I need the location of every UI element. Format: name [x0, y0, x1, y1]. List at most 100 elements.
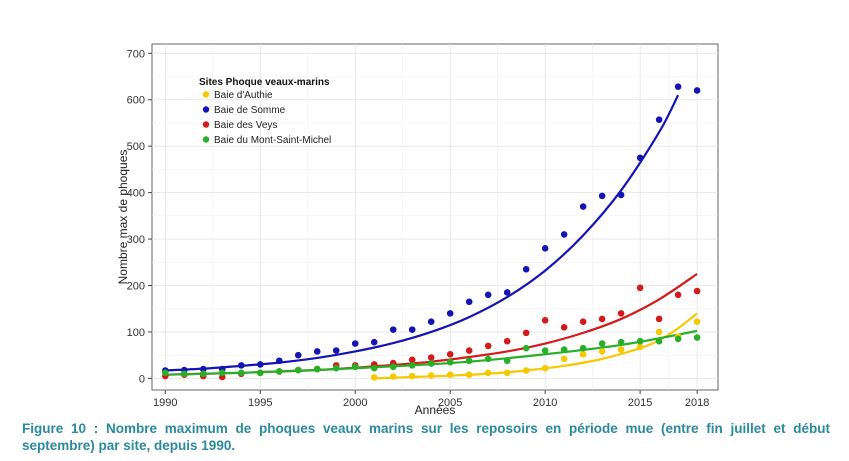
point-baie-d-authie [655, 328, 663, 336]
point-baie-des-veys [693, 287, 701, 295]
legend-swatch-baie-d-authie [202, 91, 210, 98]
point-baie-du-mont-saint-michel [579, 344, 587, 352]
point-baie-des-veys [579, 318, 587, 326]
y-tick-label: 600 [127, 95, 145, 107]
legend-title: Sites Phoque veaux-marins [199, 77, 330, 88]
point-baie-du-mont-saint-michel [484, 355, 492, 363]
point-baie-des-veys [484, 342, 492, 350]
x-tick-label: 2015 [628, 397, 652, 409]
legend-swatch-baie-de-somme [202, 106, 210, 113]
point-baie-de-somme [674, 83, 682, 91]
point-baie-de-somme [655, 116, 663, 124]
point-baie-d-authie [693, 318, 701, 326]
point-baie-des-veys [655, 315, 663, 323]
point-baie-du-mont-saint-michel [351, 363, 359, 371]
y-tick-label: 200 [127, 281, 145, 293]
point-baie-d-authie [560, 355, 568, 363]
point-baie-de-somme [389, 326, 397, 333]
x-axis-ticks: 1990 1995 2000 2005 2010 2015 2018 [153, 390, 709, 409]
point-baie-du-mont-saint-michel [674, 335, 682, 343]
point-baie-des-veys [541, 317, 549, 324]
x-axis-title: Années [415, 403, 456, 417]
point-baie-d-authie [598, 348, 606, 355]
point-baie-de-somme [541, 245, 549, 252]
point-baie-du-mont-saint-michel [370, 364, 378, 372]
point-baie-des-veys [674, 291, 682, 299]
point-baie-d-authie [636, 343, 644, 351]
point-baie-d-authie [579, 350, 587, 358]
point-baie-du-mont-saint-michel [389, 363, 397, 371]
point-baie-de-somme [693, 87, 701, 94]
y-tick-label: 100 [127, 327, 145, 339]
point-baie-de-somme [465, 298, 473, 306]
trend-line-baie-de-somme [165, 94, 680, 372]
point-baie-des-veys [465, 347, 473, 354]
y-tick-label: 0 [139, 373, 145, 385]
point-baie-des-veys [446, 350, 454, 358]
grid-lines [152, 44, 718, 390]
point-baie-du-mont-saint-michel [617, 338, 625, 346]
point-baie-de-somme [598, 192, 606, 200]
point-baie-du-mont-saint-michel [465, 357, 473, 365]
y-tick-label: 500 [127, 141, 145, 153]
point-baie-de-somme [237, 362, 245, 369]
point-baie-des-veys [560, 324, 568, 331]
y-tick-label: 700 [127, 48, 145, 60]
point-baie-du-mont-saint-michel [313, 365, 321, 373]
point-baie-du-mont-saint-michel [598, 340, 606, 347]
point-baie-de-somme [446, 310, 454, 317]
point-baie-du-mont-saint-michel [218, 369, 226, 377]
point-baie-du-mont-saint-michel [275, 368, 283, 375]
point-baie-d-authie [617, 346, 625, 353]
y-tick-label: 400 [127, 188, 145, 200]
point-baie-du-mont-saint-michel [256, 369, 264, 377]
point-baie-des-veys [427, 354, 435, 361]
point-baie-d-authie [408, 372, 416, 380]
point-baie-du-mont-saint-michel [294, 366, 302, 374]
point-baie-des-veys [636, 284, 644, 292]
point-baie-des-veys [598, 315, 606, 323]
point-baie-du-mont-saint-michel [408, 362, 416, 369]
y-tick-label: 300 [127, 234, 145, 246]
point-baie-de-somme [275, 357, 283, 365]
point-baie-du-mont-saint-michel [541, 347, 549, 354]
point-baie-du-mont-saint-michel [427, 360, 435, 367]
point-baie-de-somme [199, 365, 207, 373]
x-tick-label: 2010 [533, 397, 557, 409]
point-baie-d-authie [503, 369, 511, 377]
point-baie-de-somme [294, 351, 302, 359]
legend-swatch-baie-des-veys [202, 121, 210, 128]
point-baie-de-somme [427, 318, 435, 326]
point-baie-du-mont-saint-michel [636, 337, 644, 345]
point-baie-du-mont-saint-michel [446, 358, 454, 366]
point-baie-d-authie [446, 371, 454, 378]
point-baie-de-somme [560, 231, 568, 238]
point-baie-de-somme [256, 361, 264, 368]
point-baie-d-authie [389, 373, 397, 380]
point-baie-de-somme [408, 326, 416, 333]
point-baie-des-veys [503, 337, 511, 345]
chart: 1990 1995 2000 2005 2010 2015 2018 0 100 200 300 4… [116, 43, 719, 417]
point-baie-du-mont-saint-michel [161, 369, 169, 377]
legend-label-baie-de-somme: Baie de Somme [214, 105, 286, 116]
figure-caption: Figure 10 : Nombre maximum de phoques ve… [22, 421, 830, 453]
point-baie-d-authie [465, 371, 473, 378]
point-baie-des-veys [617, 310, 625, 317]
x-tick-label: 2018 [685, 397, 709, 409]
point-baie-du-mont-saint-michel [655, 337, 663, 345]
point-baie-du-mont-saint-michel [693, 334, 701, 341]
point-baie-du-mont-saint-michel [522, 344, 530, 352]
point-baie-de-somme [617, 191, 625, 199]
point-baie-de-somme [370, 338, 378, 346]
point-baie-du-mont-saint-michel [180, 370, 188, 378]
legend-label-baie-d-authie: Baie d'Authie [214, 90, 273, 101]
point-baie-d-authie [370, 374, 378, 381]
y-axis-ticks: 0 100 200 300 400 500 600 700 [127, 48, 152, 385]
point-baie-de-somme [484, 291, 492, 299]
x-tick-label: 2005 [438, 397, 462, 409]
point-baie-de-somme [636, 154, 644, 162]
x-tick-label: 2000 [343, 397, 367, 409]
legend-label-baie-du-mont-saint-michel: Baie du Mont-Saint-Michel [214, 135, 331, 146]
point-baie-de-somme [503, 289, 511, 296]
point-baie-de-somme [332, 347, 340, 354]
